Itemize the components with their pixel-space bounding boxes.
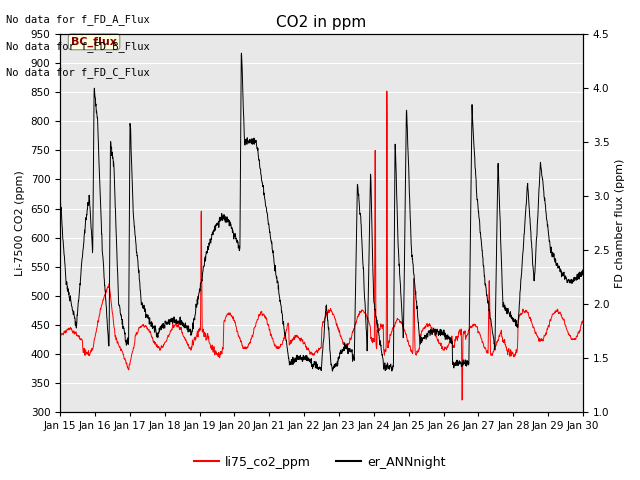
Text: No data for f_FD_B_Flux: No data for f_FD_B_Flux [6, 41, 150, 52]
Text: No data for f_FD_A_Flux: No data for f_FD_A_Flux [6, 14, 150, 25]
Y-axis label: Li-7500 CO2 (ppm): Li-7500 CO2 (ppm) [15, 170, 25, 276]
Title: CO2 in ppm: CO2 in ppm [276, 15, 367, 30]
Text: BC_flux: BC_flux [71, 37, 117, 47]
Legend: li75_co2_ppm, er_ANNnight: li75_co2_ppm, er_ANNnight [189, 451, 451, 474]
Text: No data for f_FD_C_Flux: No data for f_FD_C_Flux [6, 67, 150, 78]
Y-axis label: FD chamber flux (ppm): FD chamber flux (ppm) [615, 158, 625, 288]
